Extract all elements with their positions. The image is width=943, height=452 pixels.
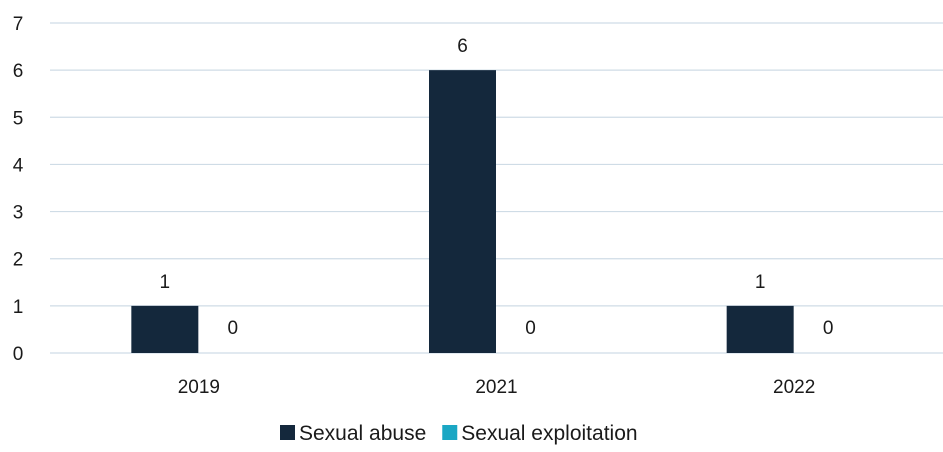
x-category-label: 2021 <box>475 377 517 398</box>
y-axis: 0 1 2 3 4 5 6 7 <box>13 14 24 365</box>
legend-label: Sexual exploitation <box>461 422 637 445</box>
legend-swatch-sexual-abuse <box>280 425 295 440</box>
data-label: 1 <box>160 272 171 293</box>
bars <box>131 70 794 354</box>
bar-sexual-abuse-2019 <box>131 305 199 353</box>
y-tick-label: 6 <box>13 61 24 82</box>
legend: Sexual abuse Sexual exploitation <box>280 422 638 445</box>
x-category-label: 2019 <box>178 377 220 398</box>
data-label: 0 <box>228 318 239 339</box>
bar-sexual-abuse-2021 <box>429 70 496 354</box>
x-category-label: 2022 <box>773 377 815 398</box>
y-tick-label: 3 <box>13 203 24 224</box>
grid-lines <box>50 22 943 354</box>
y-tick-label: 7 <box>13 14 24 35</box>
data-label: 1 <box>755 272 766 293</box>
y-tick-label: 2 <box>13 250 24 271</box>
y-tick-label: 1 <box>13 297 24 318</box>
data-label: 0 <box>823 318 834 339</box>
data-label: 6 <box>457 36 468 57</box>
data-label: 0 <box>525 318 536 339</box>
x-axis: 2019 2021 2022 <box>178 377 816 398</box>
y-tick-label: 0 <box>13 344 24 365</box>
legend-label: Sexual abuse <box>299 422 426 445</box>
y-tick-label: 4 <box>13 155 24 176</box>
bar-sexual-abuse-2022 <box>726 305 794 353</box>
y-tick-label: 5 <box>13 108 24 129</box>
legend-swatch-sexual-exploitation <box>442 425 458 440</box>
data-labels: 1 0 6 0 1 0 <box>160 36 834 339</box>
